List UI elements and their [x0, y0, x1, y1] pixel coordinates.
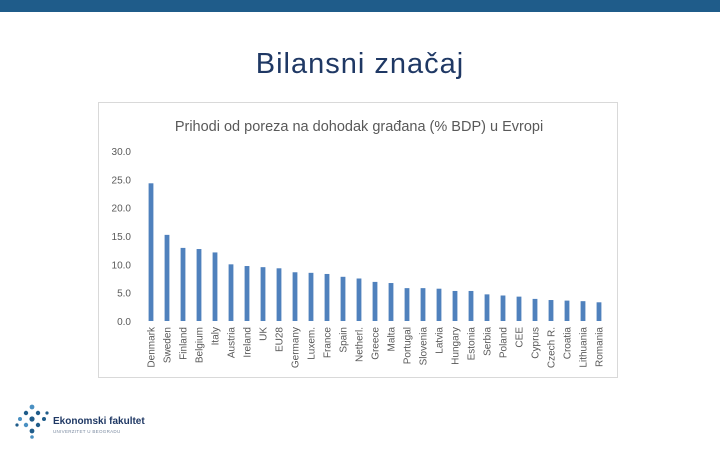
- logo-dot-3: [18, 417, 22, 421]
- y-tick-label-0: 0.0: [117, 317, 131, 328]
- x-tick-label-25: Czech R.: [547, 327, 558, 368]
- logo-dot-9: [30, 435, 34, 439]
- logo-dot-7: [35, 422, 41, 428]
- slide-title: Bilansni značaj: [255, 48, 465, 80]
- x-tick-label-15: Malta: [387, 327, 398, 352]
- bar-19: [452, 290, 458, 321]
- logo-dot-1: [23, 410, 29, 416]
- bar-10: [308, 272, 314, 321]
- bar-17: [420, 288, 426, 321]
- bar-18: [436, 288, 442, 321]
- y-tick-label-5: 25.0: [112, 175, 132, 186]
- x-tick-label-10: Luxem.: [307, 327, 318, 360]
- bar-28: [596, 302, 602, 321]
- y-tick-label-2: 10.0: [112, 260, 132, 271]
- bar-14: [372, 281, 378, 321]
- x-tick-label-26: Croatia: [563, 327, 574, 360]
- bar-3: [196, 249, 202, 321]
- logo-dot-10: [15, 423, 19, 427]
- x-tick-label-19: Hungary: [451, 327, 462, 365]
- top-bar: [0, 0, 720, 12]
- bar-chart: Prihodi od poreza na dohodak građana (% …: [112, 119, 606, 368]
- bar-9: [292, 272, 298, 321]
- logo-name: Ekonomski fakultet: [53, 416, 145, 427]
- x-tick-label-21: Serbia: [483, 327, 494, 356]
- x-tick-label-23: CEE: [515, 327, 526, 348]
- x-tick-label-3: Belgium: [195, 327, 206, 363]
- bar-11: [324, 273, 330, 321]
- x-tick-label-20: Estonia: [467, 327, 478, 361]
- x-tick-label-22: Poland: [499, 327, 510, 358]
- logo-dot-11: [45, 411, 49, 415]
- bar-2: [180, 247, 186, 321]
- x-tick-label-27: Lithuania: [579, 327, 590, 368]
- x-tick-label-12: Spain: [339, 327, 350, 353]
- faculty-logo: Ekonomski fakultet UNIVERZITET U BEOGRAD…: [14, 404, 164, 440]
- bar-8: [276, 268, 282, 321]
- x-tick-label-2: Finland: [179, 327, 190, 360]
- x-tick-label-5: Austria: [227, 327, 238, 359]
- bar-26: [564, 300, 570, 321]
- logo-dot-0: [29, 404, 35, 410]
- x-tick-label-28: Romania: [595, 327, 606, 367]
- bar-23: [516, 296, 522, 321]
- logo-dot-2: [35, 410, 41, 416]
- x-tick-label-18: Latvia: [435, 327, 446, 354]
- logo-dot-5: [42, 417, 46, 421]
- y-tick-label-4: 20.0: [112, 204, 132, 215]
- bar-25: [548, 300, 554, 321]
- logo-dot-6: [23, 422, 29, 428]
- logo-dot-8: [29, 428, 35, 434]
- bar-15: [388, 283, 394, 321]
- bar-12: [340, 276, 346, 321]
- x-tick-label-6: Ireland: [243, 327, 254, 358]
- x-tick-label-24: Cyprus: [531, 327, 542, 359]
- x-tick-label-16: Portugal: [403, 327, 414, 364]
- x-tick-label-14: Greece: [371, 327, 382, 360]
- x-tick-label-9: Germany: [291, 327, 302, 368]
- bar-21: [484, 294, 490, 321]
- bar-1: [164, 234, 170, 321]
- bar-7: [260, 267, 266, 321]
- bar-5: [228, 264, 234, 321]
- x-tick-label-11: France: [323, 327, 334, 359]
- bar-0: [148, 183, 154, 321]
- logo-subtitle: UNIVERZITET U BEOGRADU: [53, 429, 121, 434]
- x-tick-label-17: Slovenia: [419, 327, 430, 366]
- chart-frame: Prihodi od poreza na dohodak građana (% …: [98, 102, 618, 378]
- logo-dot-4: [29, 416, 35, 422]
- y-tick-label-6: 30.0: [112, 147, 132, 158]
- x-tick-label-13: Netherl.: [355, 327, 366, 362]
- logo-dots-icon: [15, 404, 49, 439]
- x-tick-label-7: UK: [259, 327, 270, 341]
- y-tick-label-3: 15.0: [112, 232, 132, 243]
- bar-24: [532, 298, 538, 321]
- x-tick-label-0: Denmark: [147, 326, 158, 368]
- bar-6: [244, 266, 250, 321]
- bar-20: [468, 290, 474, 321]
- bar-13: [356, 278, 362, 321]
- x-tick-label-8: EU28: [275, 327, 286, 352]
- bar-4: [212, 252, 218, 321]
- bar-27: [580, 301, 586, 321]
- bar-16: [404, 288, 410, 321]
- x-tick-label-1: Sweden: [163, 327, 174, 363]
- chart-title: Prihodi od poreza na dohodak građana (% …: [175, 119, 543, 135]
- bar-22: [500, 295, 506, 321]
- x-tick-label-4: Italy: [211, 327, 222, 345]
- y-tick-label-1: 5.0: [117, 289, 131, 300]
